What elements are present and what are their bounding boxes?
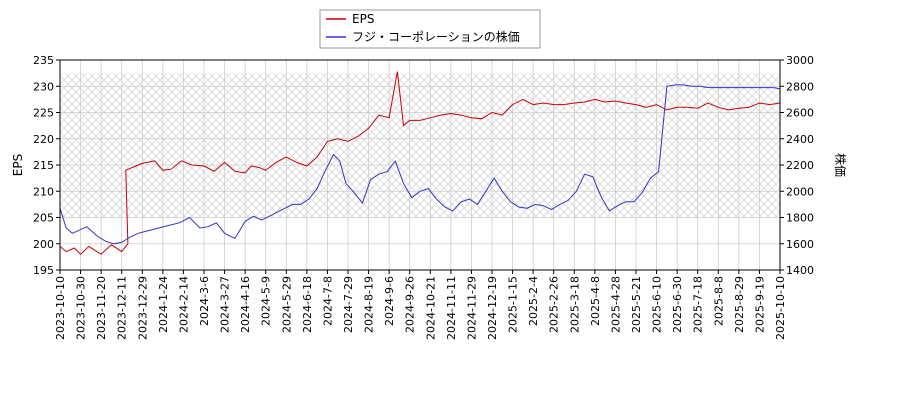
right-tick-label: 3000 [786, 54, 814, 67]
x-tick-label: 2025-7-18 [692, 276, 705, 333]
x-tick-label: 2025-4-8 [589, 276, 602, 326]
legend-label-stock-price: フジ・コーポレーションの株価 [352, 29, 520, 44]
x-tick-label: 2024-7-29 [342, 276, 355, 333]
left-tick-label: 195 [33, 264, 54, 277]
hatched-region [60, 73, 780, 218]
right-tick-label: 1600 [786, 238, 814, 251]
left-tick-label: 235 [33, 54, 54, 67]
left-tick-label: 225 [33, 107, 54, 120]
eps-series-line [59, 71, 781, 256]
x-tick-label: 2024-9-26 [404, 276, 417, 333]
right-axis-ticks: 1400 1600 1800 2000 2200 2400 2600 2800 3000 [780, 54, 814, 277]
x-tick-label: 2025-8-29 [733, 276, 746, 333]
left-tick-label: 220 [33, 133, 54, 146]
gridlines [59, 59, 781, 271]
x-tick-label: 2025-9-19 [753, 276, 766, 333]
right-tick-label: 1400 [786, 264, 814, 277]
left-tick-label: 200 [33, 238, 54, 251]
x-tick-label: 2025-5-21 [630, 276, 643, 333]
right-tick-label: 2600 [786, 107, 814, 120]
left-tick-label: 215 [33, 159, 54, 172]
series-layer [59, 71, 781, 256]
x-tick-label: 2025-4-28 [609, 276, 622, 333]
left-axis-ticks: 195 200 205 210 215 220 225 230 235 [33, 54, 60, 277]
x-tick-label: 2024-12-19 [486, 276, 499, 340]
x-tick-label: 2025-3-18 [568, 276, 581, 333]
x-tick-label: 2024-9-6 [383, 276, 396, 326]
x-tick-label: 2024-11-29 [465, 276, 478, 340]
stock-price-series-line [59, 84, 781, 245]
x-tick-label: 2024-3-27 [219, 276, 232, 333]
x-tick-label: 2024-5-9 [260, 276, 273, 326]
right-axis-title: 株価 [833, 153, 848, 177]
x-tick-label: 2025-6-30 [671, 276, 684, 333]
legend-label-eps: EPS [352, 12, 374, 26]
x-tick-label: 2024-11-11 [445, 276, 458, 340]
legend-box [319, 9, 541, 49]
right-tick-label: 1800 [786, 212, 814, 225]
x-tick-label: 2024-2-14 [177, 276, 190, 333]
x-tick-label: 2024-3-6 [198, 276, 211, 326]
left-axis-title: EPS [11, 154, 25, 176]
x-tick-label: 2024-7-8 [321, 276, 334, 326]
x-tick-label: 2025-6-10 [651, 276, 664, 333]
x-tick-label: 2025-2-26 [548, 276, 561, 333]
left-tick-label: 205 [33, 212, 54, 225]
x-tick-label: 2024-8-19 [363, 276, 376, 333]
left-tick-label: 210 [33, 185, 54, 198]
x-tick-label: 2024-5-29 [280, 276, 293, 333]
x-tick-label: 2023-11-20 [95, 276, 108, 340]
legend: EPS フジ・コーポレーションの株価 [319, 9, 541, 49]
x-tick-label: 2024-6-18 [301, 276, 314, 333]
right-tick-label: 2200 [786, 159, 814, 172]
left-tick-label: 230 [33, 80, 54, 93]
x-tick-label: 2025-8-8 [712, 276, 725, 326]
right-tick-label: 2400 [786, 133, 814, 146]
x-tick-label: 2023-12-11 [116, 276, 129, 340]
x-tick-label: 2024-4-16 [239, 276, 252, 333]
x-tick-label: 2023-10-30 [75, 276, 88, 340]
x-tick-label: 2023-10-10 [54, 276, 67, 340]
x-axis-ticks: 2023-10-10 2023-10-30 2023-11-20 2023-12-11… [54, 270, 787, 340]
x-tick-label: 2024-1-24 [157, 276, 170, 333]
x-tick-label: 2025-10-10 [774, 276, 787, 340]
x-tick-label: 2024-10-21 [424, 276, 437, 340]
x-tick-label: 2023-12-29 [136, 276, 149, 340]
x-tick-label: 2025-1-15 [507, 276, 520, 333]
x-tick-label: 2025-2-4 [527, 276, 540, 326]
right-tick-label: 2000 [786, 185, 814, 198]
right-tick-label: 2800 [786, 80, 814, 93]
